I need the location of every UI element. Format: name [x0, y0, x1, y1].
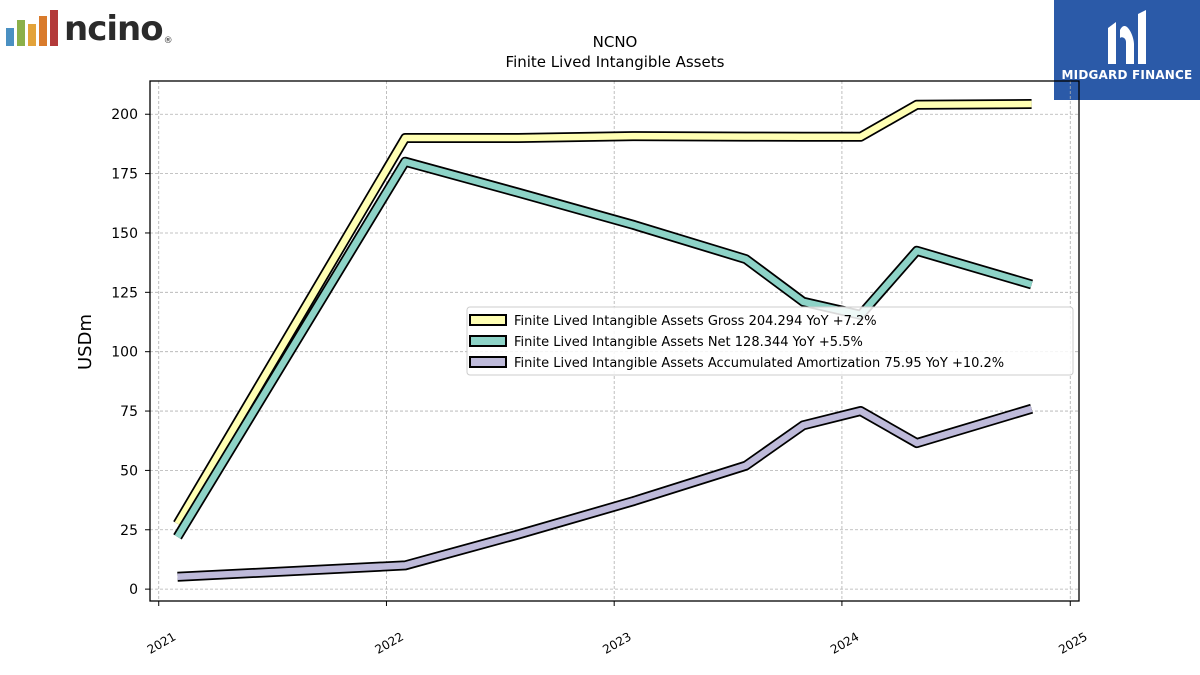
ncino-logo-bars — [6, 8, 58, 46]
ncino-logo-bar — [39, 16, 47, 46]
y-tick-label: 25 — [120, 523, 138, 539]
y-tick-label: 0 — [129, 582, 138, 598]
chart-title: NCNO — [593, 33, 638, 51]
legend-swatch — [469, 335, 507, 347]
series-line — [174, 100, 1032, 526]
legend-swatch — [469, 314, 507, 326]
series-layer — [173, 99, 1034, 582]
y-tick-label: 200 — [111, 107, 138, 123]
y-axis: 0 25 50 75 100 125 150 175 200 — [111, 107, 150, 598]
legend-label: Finite Lived Intangible Assets Accumulat… — [514, 356, 1004, 371]
ncino-logo: ncino ® — [6, 6, 173, 46]
x-tick-label: 2025 — [1056, 629, 1089, 656]
series-2 — [173, 156, 1034, 540]
x-axis: 2021 2022 2023 2024 2025 — [145, 601, 1090, 657]
ncino-wordmark: ncino — [64, 9, 164, 49]
legend-swatch — [469, 356, 507, 368]
midgard-finance-logo: MIDGARD FINANCE — [1054, 0, 1200, 100]
y-axis-label: USDm — [75, 314, 96, 370]
chart-subtitle: Finite Lived Intangible Assets — [506, 53, 725, 71]
x-tick-label: 2023 — [600, 629, 633, 656]
series-3 — [177, 403, 1034, 582]
ncino-logo-bar — [6, 28, 14, 46]
x-tick-label: 2021 — [145, 629, 178, 656]
ncino-logo-bar — [28, 24, 36, 46]
legend-label: Finite Lived Intangible Assets Gross 204… — [514, 314, 877, 329]
y-tick-label: 50 — [120, 463, 138, 479]
y-tick-label: 75 — [120, 404, 138, 420]
x-tick-label: 2022 — [373, 629, 406, 656]
y-tick-label: 150 — [111, 226, 138, 242]
ncino-logo-bar — [50, 10, 58, 46]
y-tick-label: 100 — [111, 345, 138, 361]
registered-mark: ® — [163, 36, 173, 46]
y-tick-label: 125 — [111, 285, 138, 301]
series-line — [174, 158, 1033, 539]
y-tick-label: 175 — [111, 167, 138, 183]
midgard-brand-text: MIDGARD FINANCE — [1061, 68, 1193, 82]
midgard-emblem-icon — [1108, 10, 1146, 65]
legend-label: Finite Lived Intangible Assets Net 128.3… — [514, 335, 863, 350]
x-tick-label: 2024 — [828, 629, 861, 656]
legend: Finite Lived Intangible Assets Gross 204… — [466, 306, 1074, 376]
series-1 — [173, 99, 1032, 527]
ncino-logo-bar — [17, 20, 25, 46]
series-line — [177, 405, 1033, 581]
legend-box — [466, 306, 1074, 376]
